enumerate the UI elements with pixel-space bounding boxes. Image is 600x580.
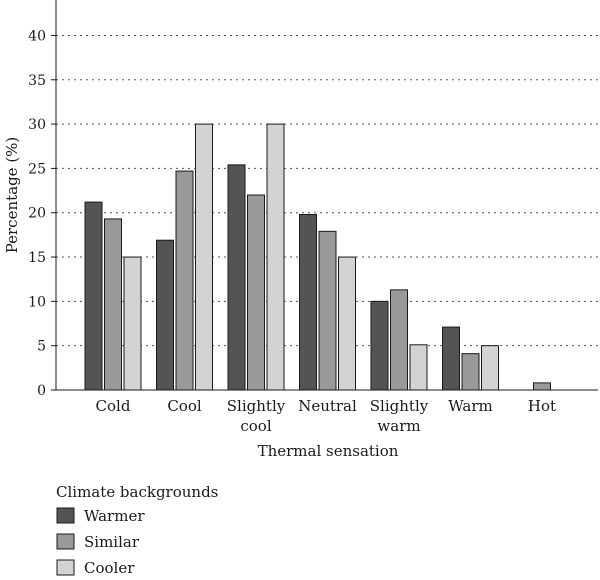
bar-warmer <box>299 214 317 391</box>
legend-label: Warmer <box>84 507 145 525</box>
y-tick-label: 40 <box>28 28 46 44</box>
bar-similar <box>247 194 265 391</box>
y-tick-label: 10 <box>28 294 46 310</box>
y-tick-label: 5 <box>37 339 46 355</box>
bar-cooler <box>338 256 356 391</box>
bar-cooler <box>409 344 428 391</box>
bar-cooler <box>123 256 142 391</box>
y-axis-title: Percentage (%) <box>3 137 21 254</box>
y-tick-label: 35 <box>28 73 46 89</box>
x-category-label: cool <box>240 417 271 435</box>
bar-similar <box>175 170 194 391</box>
x-category-label: Slightly <box>370 397 429 415</box>
x-category-label: Cool <box>167 397 202 415</box>
y-tick-label: 30 <box>28 117 46 133</box>
bar-warmer <box>442 326 460 391</box>
x-category-label: Slightly <box>227 397 286 415</box>
bar-cooler <box>266 123 285 391</box>
y-tick-label: 20 <box>28 206 46 222</box>
bar-similar <box>461 353 480 391</box>
bar-cooler <box>195 123 213 391</box>
legend-label: Similar <box>84 533 140 551</box>
y-tick-labels: 0 5 10 15 20 25 30 35 40 <box>28 28 56 399</box>
x-category-label: Cold <box>96 397 131 415</box>
legend-items: Warmer Similar Cooler <box>56 507 145 577</box>
x-category-label: Neutral <box>298 397 357 415</box>
legend-swatch <box>56 533 75 550</box>
bar-warmer <box>370 300 389 391</box>
y-tick-label: 25 <box>28 161 46 177</box>
x-category-labels: Cold Cool Slightly cool Neutral Slightly warm W… <box>96 397 557 435</box>
bar-similar <box>104 218 122 391</box>
bars <box>84 123 551 391</box>
legend-title: Climate backgrounds <box>56 483 218 501</box>
legend: Climate backgrounds Warmer Similar Cooler <box>56 483 218 577</box>
legend-swatch <box>56 507 75 524</box>
bar-similar <box>533 382 551 391</box>
bar-similar <box>318 230 337 391</box>
axes <box>55 0 598 391</box>
bar-similar <box>390 289 408 391</box>
bar-cooler <box>481 345 499 391</box>
x-axis-title: Thermal sensation <box>258 442 399 460</box>
y-tick-label: 15 <box>28 250 46 266</box>
x-category-label: warm <box>377 417 420 435</box>
bar-warmer <box>156 239 174 391</box>
x-category-label: Hot <box>528 397 556 415</box>
legend-label: Cooler <box>84 559 135 577</box>
x-category-label: Warm <box>448 397 492 415</box>
bar-warmer <box>227 164 246 391</box>
y-tick-label: 0 <box>37 383 46 399</box>
legend-swatch <box>56 559 75 576</box>
bar-warmer <box>84 201 103 391</box>
